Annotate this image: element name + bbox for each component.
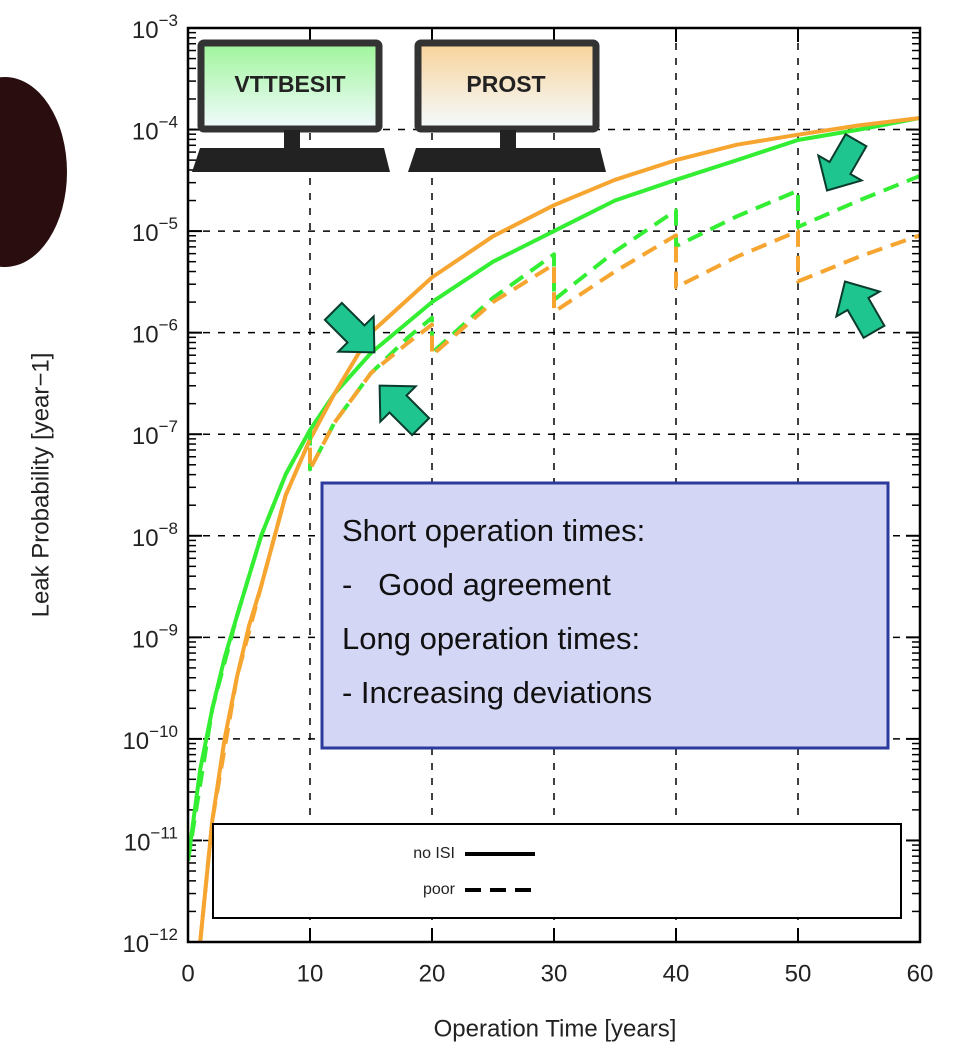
y-tick-label: 10−7 [132, 418, 178, 451]
x-tick-label: 10 [297, 960, 324, 987]
plot-frame [186, 26, 922, 944]
x-tick-label: 20 [419, 960, 446, 987]
annotation-box: Short operation times: - Good agreement … [320, 481, 890, 750]
y-tick-label: 10−10 [122, 722, 178, 755]
legend: no ISI poor [413, 845, 535, 898]
annotation-line: - Good agreement [342, 567, 611, 602]
code-label: PROST [466, 71, 545, 97]
y-tick-label: 10−4 [132, 113, 178, 146]
x-tick-label: 60 [907, 960, 934, 987]
series-line [188, 174, 920, 862]
decor-ellipse [0, 77, 67, 267]
annotation-line: Long operation times: [342, 621, 640, 656]
annotation-line: - Increasing deviations [342, 675, 652, 710]
x-tick-label: 0 [181, 960, 194, 987]
y-tick-label: 10−5 [132, 215, 178, 248]
x-tick-label: 40 [663, 960, 690, 987]
legend-label: poor [423, 881, 456, 898]
y-axis-label: Leak Probability [year−1] [27, 353, 54, 618]
y-tick-label: 10−3 [132, 11, 178, 44]
legend-label: no ISI [413, 845, 455, 862]
code-label: VTTBESIT [234, 71, 345, 97]
x-tick-label: 30 [541, 960, 568, 987]
legend-box [212, 823, 902, 919]
monitor: VTTBESIT [192, 39, 390, 172]
series-line [198, 229, 920, 942]
monitor: PROST [408, 39, 606, 172]
y-tick-label: 10−8 [132, 519, 178, 552]
x-axis-label: Operation Time [years] [434, 1015, 677, 1042]
annotation-line: Short operation times: [342, 513, 645, 548]
y-tick-label: 10−12 [122, 925, 178, 958]
x-tick-label: 50 [785, 960, 812, 987]
y-tick-label: 10−11 [124, 824, 178, 857]
y-tick-label: 10−6 [132, 316, 178, 349]
y-tick-label: 10−9 [132, 621, 178, 654]
arrows [323, 132, 886, 437]
